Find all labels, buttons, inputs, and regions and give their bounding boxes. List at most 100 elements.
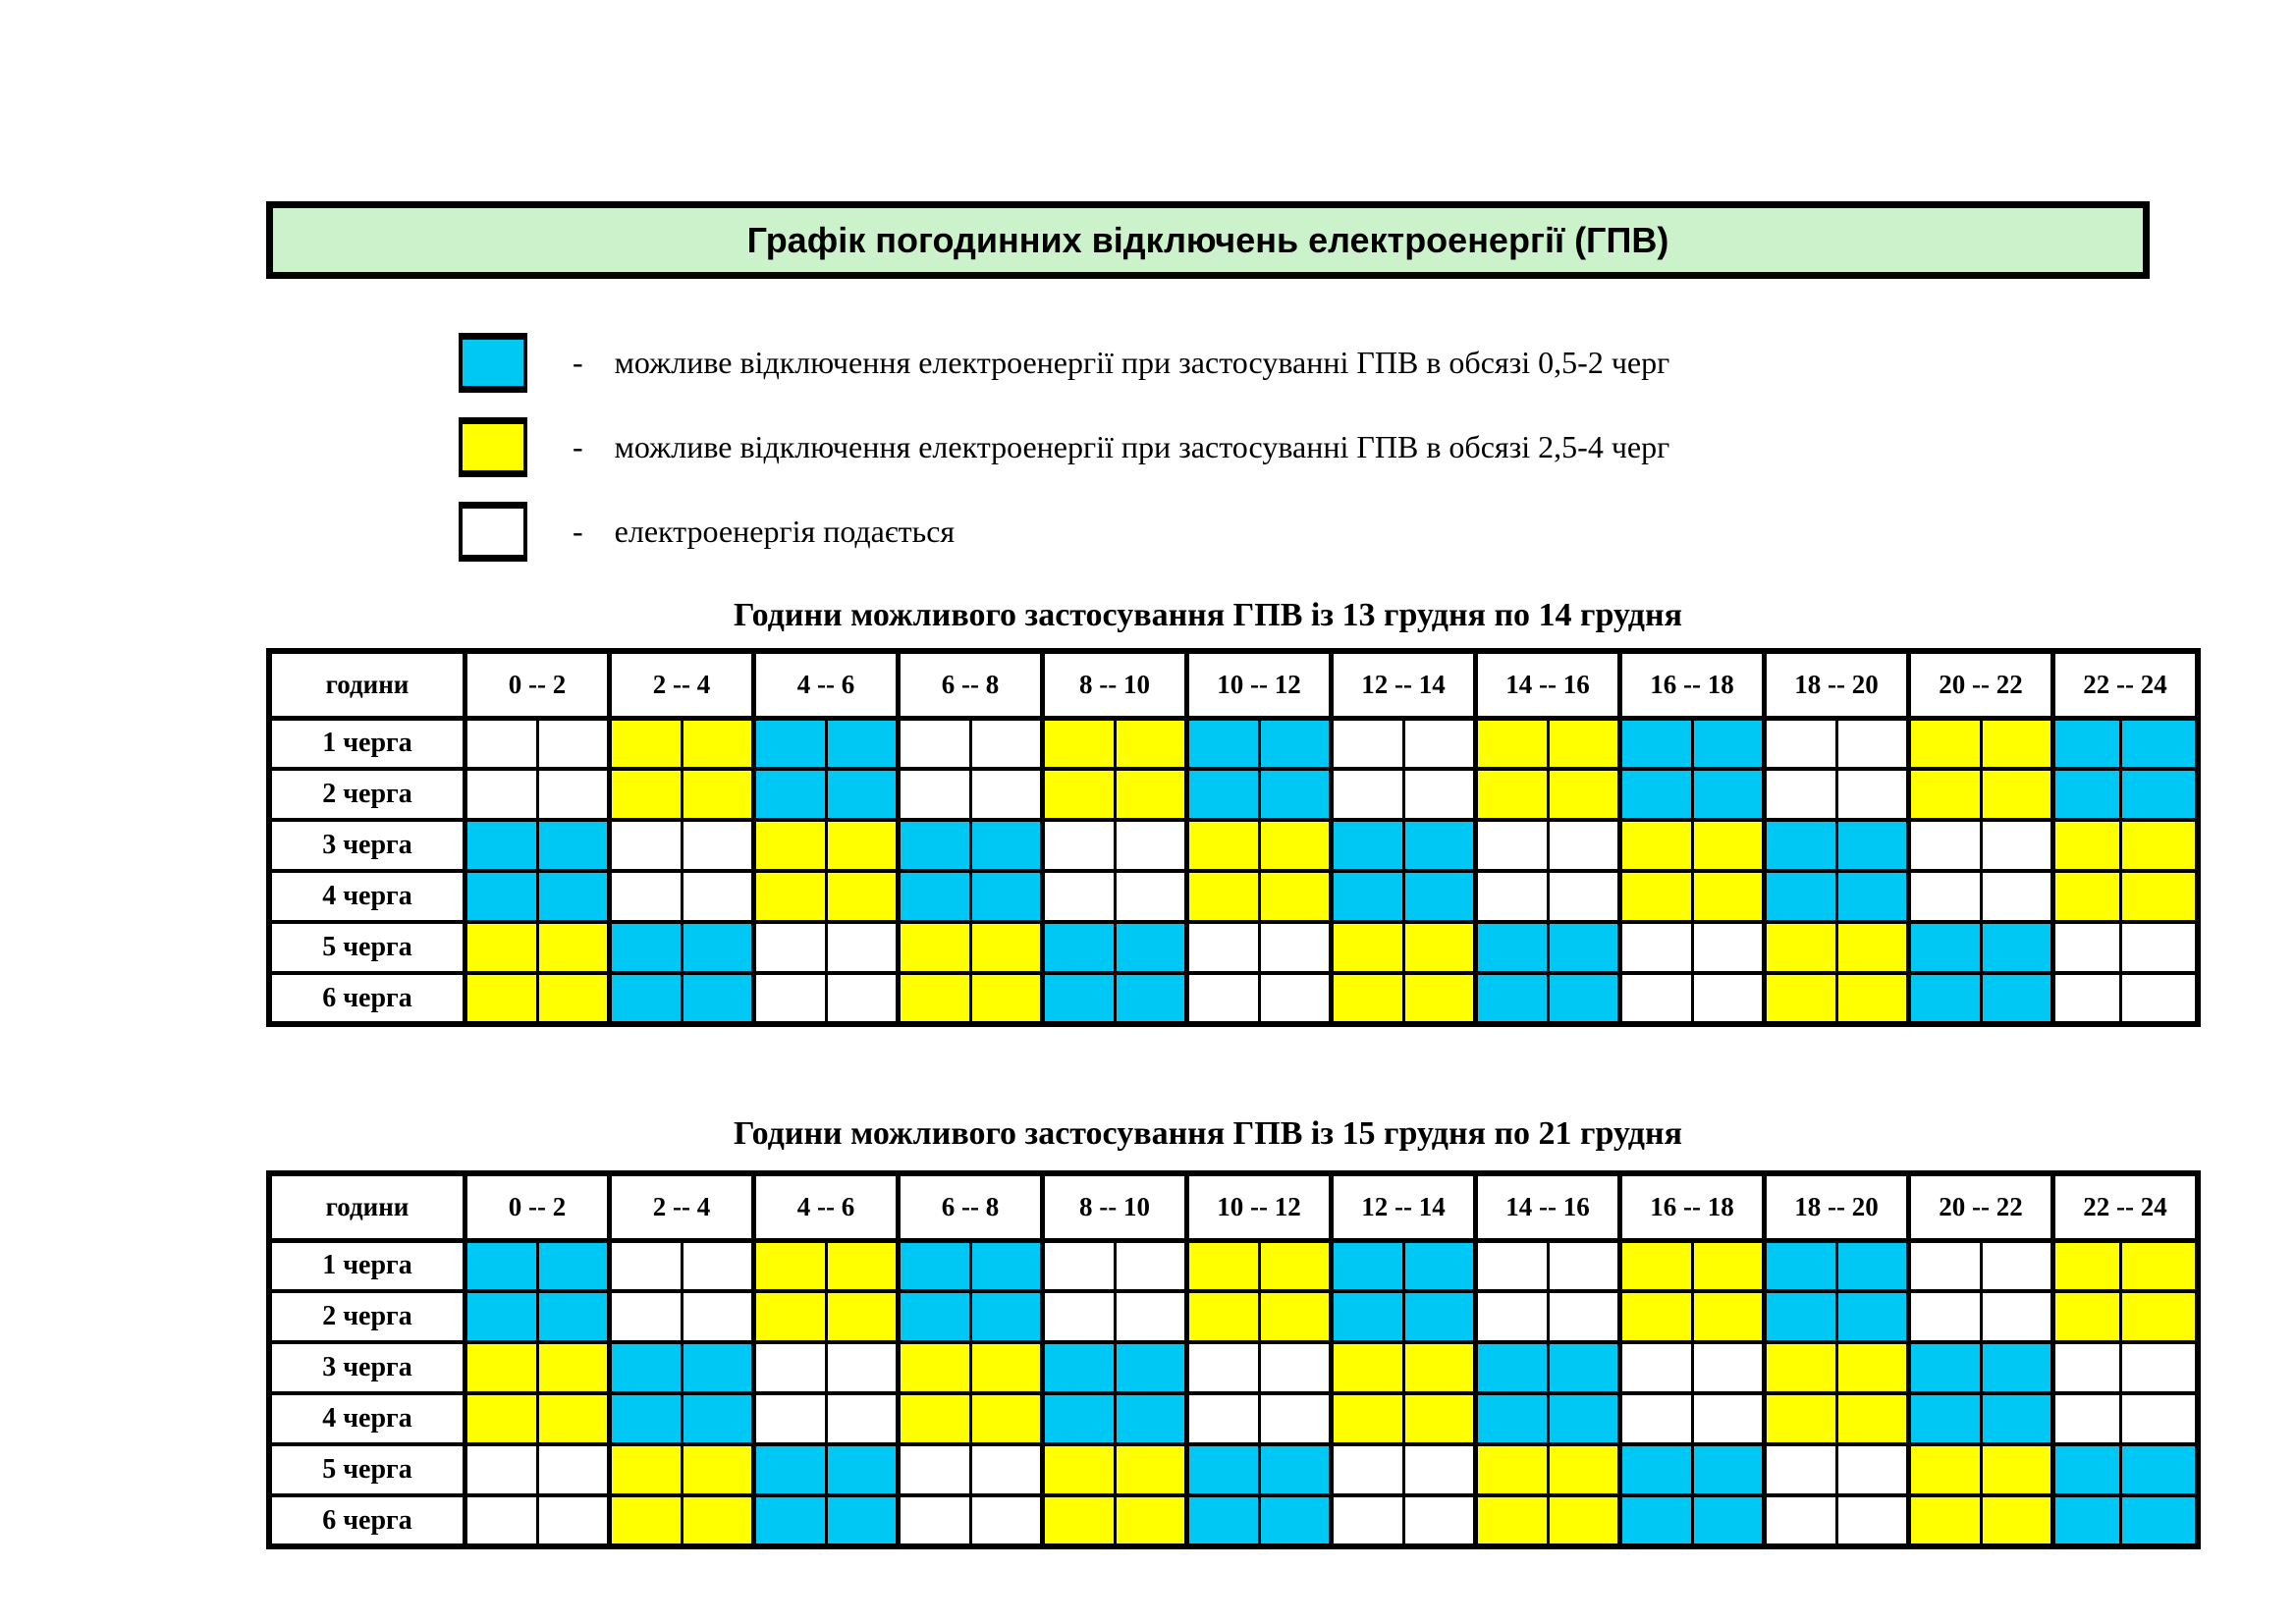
queue-row-label: 2 черга: [266, 1289, 467, 1344]
schedule-cell-white: [535, 767, 611, 822]
schedule-cell-yellow: [824, 1238, 900, 1293]
schedule-cell-yellow: [680, 1442, 755, 1497]
schedule-cell-yellow: [2050, 1289, 2123, 1344]
schedule-cell-white: [824, 1391, 900, 1446]
schedule-cell-white: [1546, 1238, 1621, 1293]
schedule-cell-yellow: [680, 716, 755, 771]
schedule-cell-white: [1834, 767, 1910, 822]
schedule-cell-white: [680, 818, 755, 873]
schedule-cell-white: [1040, 1289, 1117, 1344]
schedule-cell-yellow: [896, 920, 972, 975]
schedule-cell-yellow: [1617, 1238, 1694, 1293]
schedule-cell-yellow: [1113, 767, 1188, 822]
schedule-cell-yellow: [751, 818, 828, 873]
schedule-cell-white: [535, 1442, 611, 1497]
schedule-cell-cyan: [896, 1238, 972, 1293]
schedule-cell-white: [751, 1340, 828, 1395]
legend-row-yellow: - можливе відключення електроенергії при…: [459, 416, 1669, 477]
schedule-cell-white: [1113, 1289, 1188, 1344]
schedule-cell-cyan: [2050, 716, 2123, 771]
schedule-cell-yellow: [1906, 767, 1983, 822]
schedule-cell-white: [1257, 1340, 1333, 1395]
schedule-cell-yellow: [535, 920, 611, 975]
schedule-cell-yellow: [607, 1493, 683, 1548]
schedule-cell-cyan: [824, 767, 900, 822]
schedule-cell-white: [2050, 1391, 2123, 1446]
schedule-cell-cyan: [1546, 1391, 1621, 1446]
schedule-cell-white: [751, 971, 828, 1026]
schedule-cell-yellow: [1762, 971, 1838, 1026]
hour-range-header: 2 -- 4: [607, 1170, 756, 1243]
schedule-cell-yellow: [968, 1391, 1044, 1446]
schedule-cell-white: [1617, 1391, 1694, 1446]
schedule-cell-cyan: [1979, 920, 2054, 975]
schedule-cell-yellow: [824, 1289, 900, 1344]
schedule-cell-yellow: [1546, 1442, 1621, 1497]
schedule-cell-yellow: [2119, 1289, 2200, 1344]
schedule-cell-yellow: [1113, 1493, 1188, 1548]
schedule-cell-yellow: [1546, 1493, 1621, 1548]
schedule-cell-cyan: [2119, 767, 2200, 822]
schedule-cell-yellow: [463, 1340, 539, 1395]
schedule-cell-yellow: [1401, 1340, 1477, 1395]
schedule-cell-cyan: [968, 1289, 1044, 1344]
hour-range-header: 16 -- 18: [1617, 648, 1767, 721]
schedule-cell-white: [463, 1442, 539, 1497]
schedule-cell-yellow: [1401, 920, 1477, 975]
schedule-cell-cyan: [1690, 716, 1766, 771]
schedule-cell-yellow: [1401, 1391, 1477, 1446]
schedule-cell-yellow: [607, 767, 683, 822]
schedule-cell-cyan: [1617, 716, 1694, 771]
schedule-cell-yellow: [1040, 716, 1117, 771]
schedule-cell-yellow: [1257, 1238, 1333, 1293]
schedule-cell-cyan: [1473, 920, 1550, 975]
legend-row-cyan: - можливе відключення електроенергії при…: [459, 332, 1669, 393]
schedule-cell-white: [1184, 1340, 1261, 1395]
schedule-cell-white: [1690, 920, 1766, 975]
schedule-cell-cyan: [680, 920, 755, 975]
schedule-cell-white: [1617, 1340, 1694, 1395]
schedule-cell-cyan: [1834, 869, 1910, 924]
schedule-cell-white: [1257, 971, 1333, 1026]
schedule-cell-cyan: [1184, 1442, 1261, 1497]
schedule-cell-cyan: [1979, 971, 2054, 1026]
schedule-cell-cyan: [1401, 818, 1477, 873]
schedule-cell-yellow: [1617, 869, 1694, 924]
schedule-title-dec15-21: Години можливого застосування ГПВ із 15 …: [734, 1115, 1682, 1152]
schedule-cell-yellow: [1979, 767, 2054, 822]
schedule-cell-white: [1040, 869, 1117, 924]
schedule-cell-white: [1401, 767, 1477, 822]
schedule-cell-cyan: [1979, 1391, 2054, 1446]
schedule-cell-white: [751, 920, 828, 975]
schedule-cell-cyan: [1690, 767, 1766, 822]
schedule-cell-yellow: [1690, 818, 1766, 873]
schedule-cell-cyan: [1329, 1289, 1405, 1344]
schedule-cell-yellow: [607, 716, 683, 771]
schedule-cell-cyan: [1834, 1289, 1910, 1344]
schedule-cell-yellow: [2050, 818, 2123, 873]
schedule-cell-cyan: [1329, 818, 1405, 873]
schedule-cell-yellow: [1113, 1442, 1188, 1497]
schedule-cell-yellow: [1473, 1442, 1550, 1497]
schedule-cell-yellow: [1762, 1391, 1838, 1446]
hours-corner-cell: години: [266, 648, 467, 721]
schedule-cell-yellow: [751, 869, 828, 924]
schedule-cell-cyan: [1546, 1340, 1621, 1395]
schedule-cell-cyan: [1257, 767, 1333, 822]
schedule-cell-yellow: [896, 1340, 972, 1395]
schedule-cell-yellow: [1906, 1442, 1983, 1497]
schedule-cell-white: [896, 1442, 972, 1497]
schedule-cell-white: [2050, 971, 2123, 1026]
schedule-cell-yellow: [751, 1289, 828, 1344]
schedule-cell-cyan: [1906, 971, 1983, 1026]
schedule-cell-yellow: [463, 920, 539, 975]
schedule-cell-cyan: [2050, 1442, 2123, 1497]
schedule-cell-white: [1546, 818, 1621, 873]
schedule-cell-yellow: [1184, 1289, 1261, 1344]
schedule-cell-yellow: [2119, 869, 2200, 924]
schedule-cell-yellow: [896, 971, 972, 1026]
schedule-cell-yellow: [1834, 920, 1910, 975]
schedule-cell-cyan: [896, 869, 972, 924]
